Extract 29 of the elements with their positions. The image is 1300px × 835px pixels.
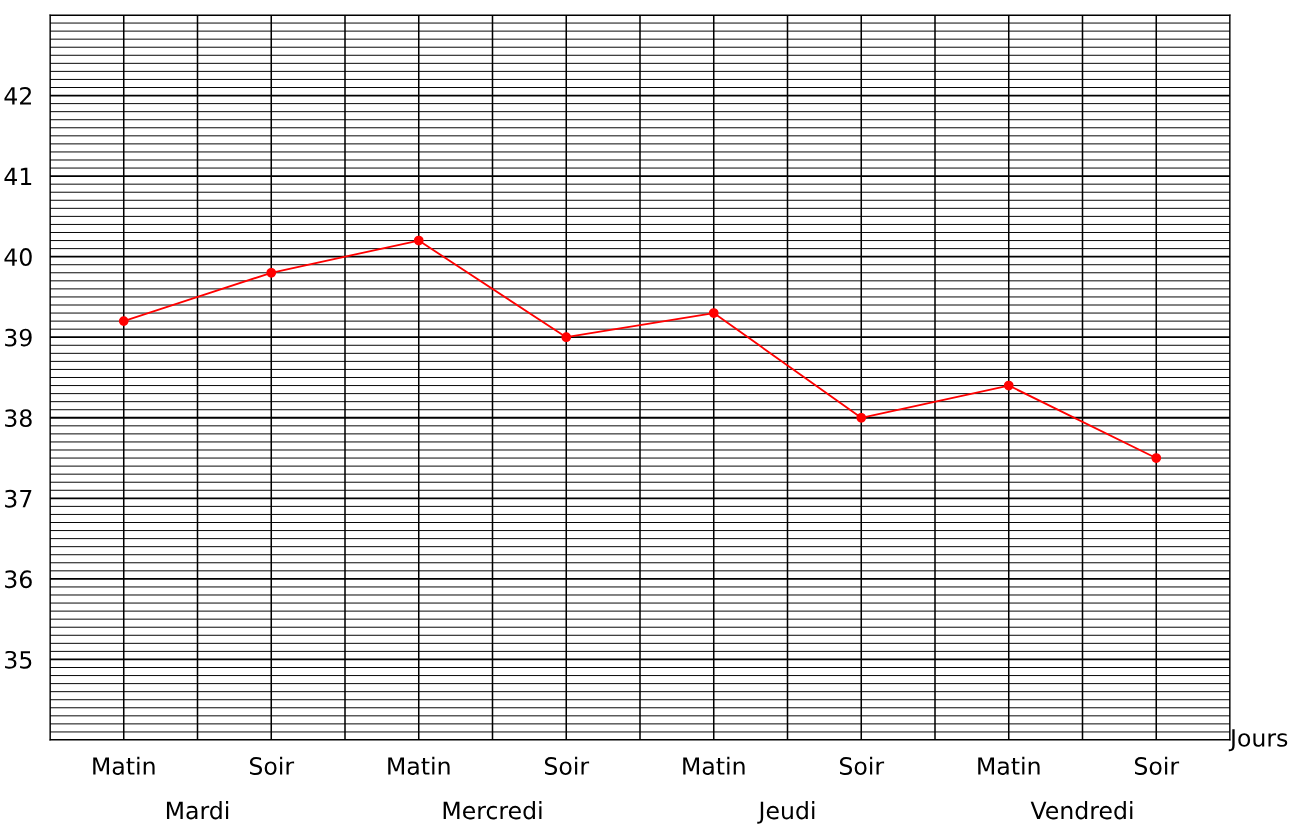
point	[413, 235, 424, 246]
x-tick-label: Soir	[544, 756, 590, 775]
y-tick-label: 38	[5, 409, 32, 428]
text: Mercredi	[443, 801, 542, 820]
x-axis-title: Jours	[1228, 729, 1288, 752]
point	[561, 332, 572, 343]
y-tick-label: 40	[4, 248, 32, 266]
y-tick-label: 37	[5, 489, 32, 508]
point	[266, 267, 277, 278]
x-tick-label: Soir	[839, 756, 885, 775]
x-tick-label: Matin	[978, 756, 1040, 775]
text: Jeudi	[757, 801, 815, 824]
y-tick-label: 35	[5, 650, 32, 669]
point	[1003, 380, 1014, 391]
x-tick-label: Matin	[683, 756, 745, 775]
point	[856, 412, 867, 423]
y-tick-label: 39	[5, 328, 32, 347]
point	[708, 308, 719, 318]
point	[1151, 453, 1162, 463]
y-tick-label: 41	[4, 167, 32, 186]
y-tick-label: 36	[5, 570, 32, 589]
x-tick-label: Soir	[249, 756, 295, 775]
x-tick-label: Soir	[1134, 756, 1180, 775]
point	[118, 316, 129, 326]
x-tick-label: Matin	[388, 756, 450, 775]
text: Mardi	[166, 801, 229, 820]
text: Vendredi	[1030, 801, 1133, 820]
y-tick-label: 42	[4, 87, 31, 105]
x-tick-label: Matin	[93, 756, 155, 775]
